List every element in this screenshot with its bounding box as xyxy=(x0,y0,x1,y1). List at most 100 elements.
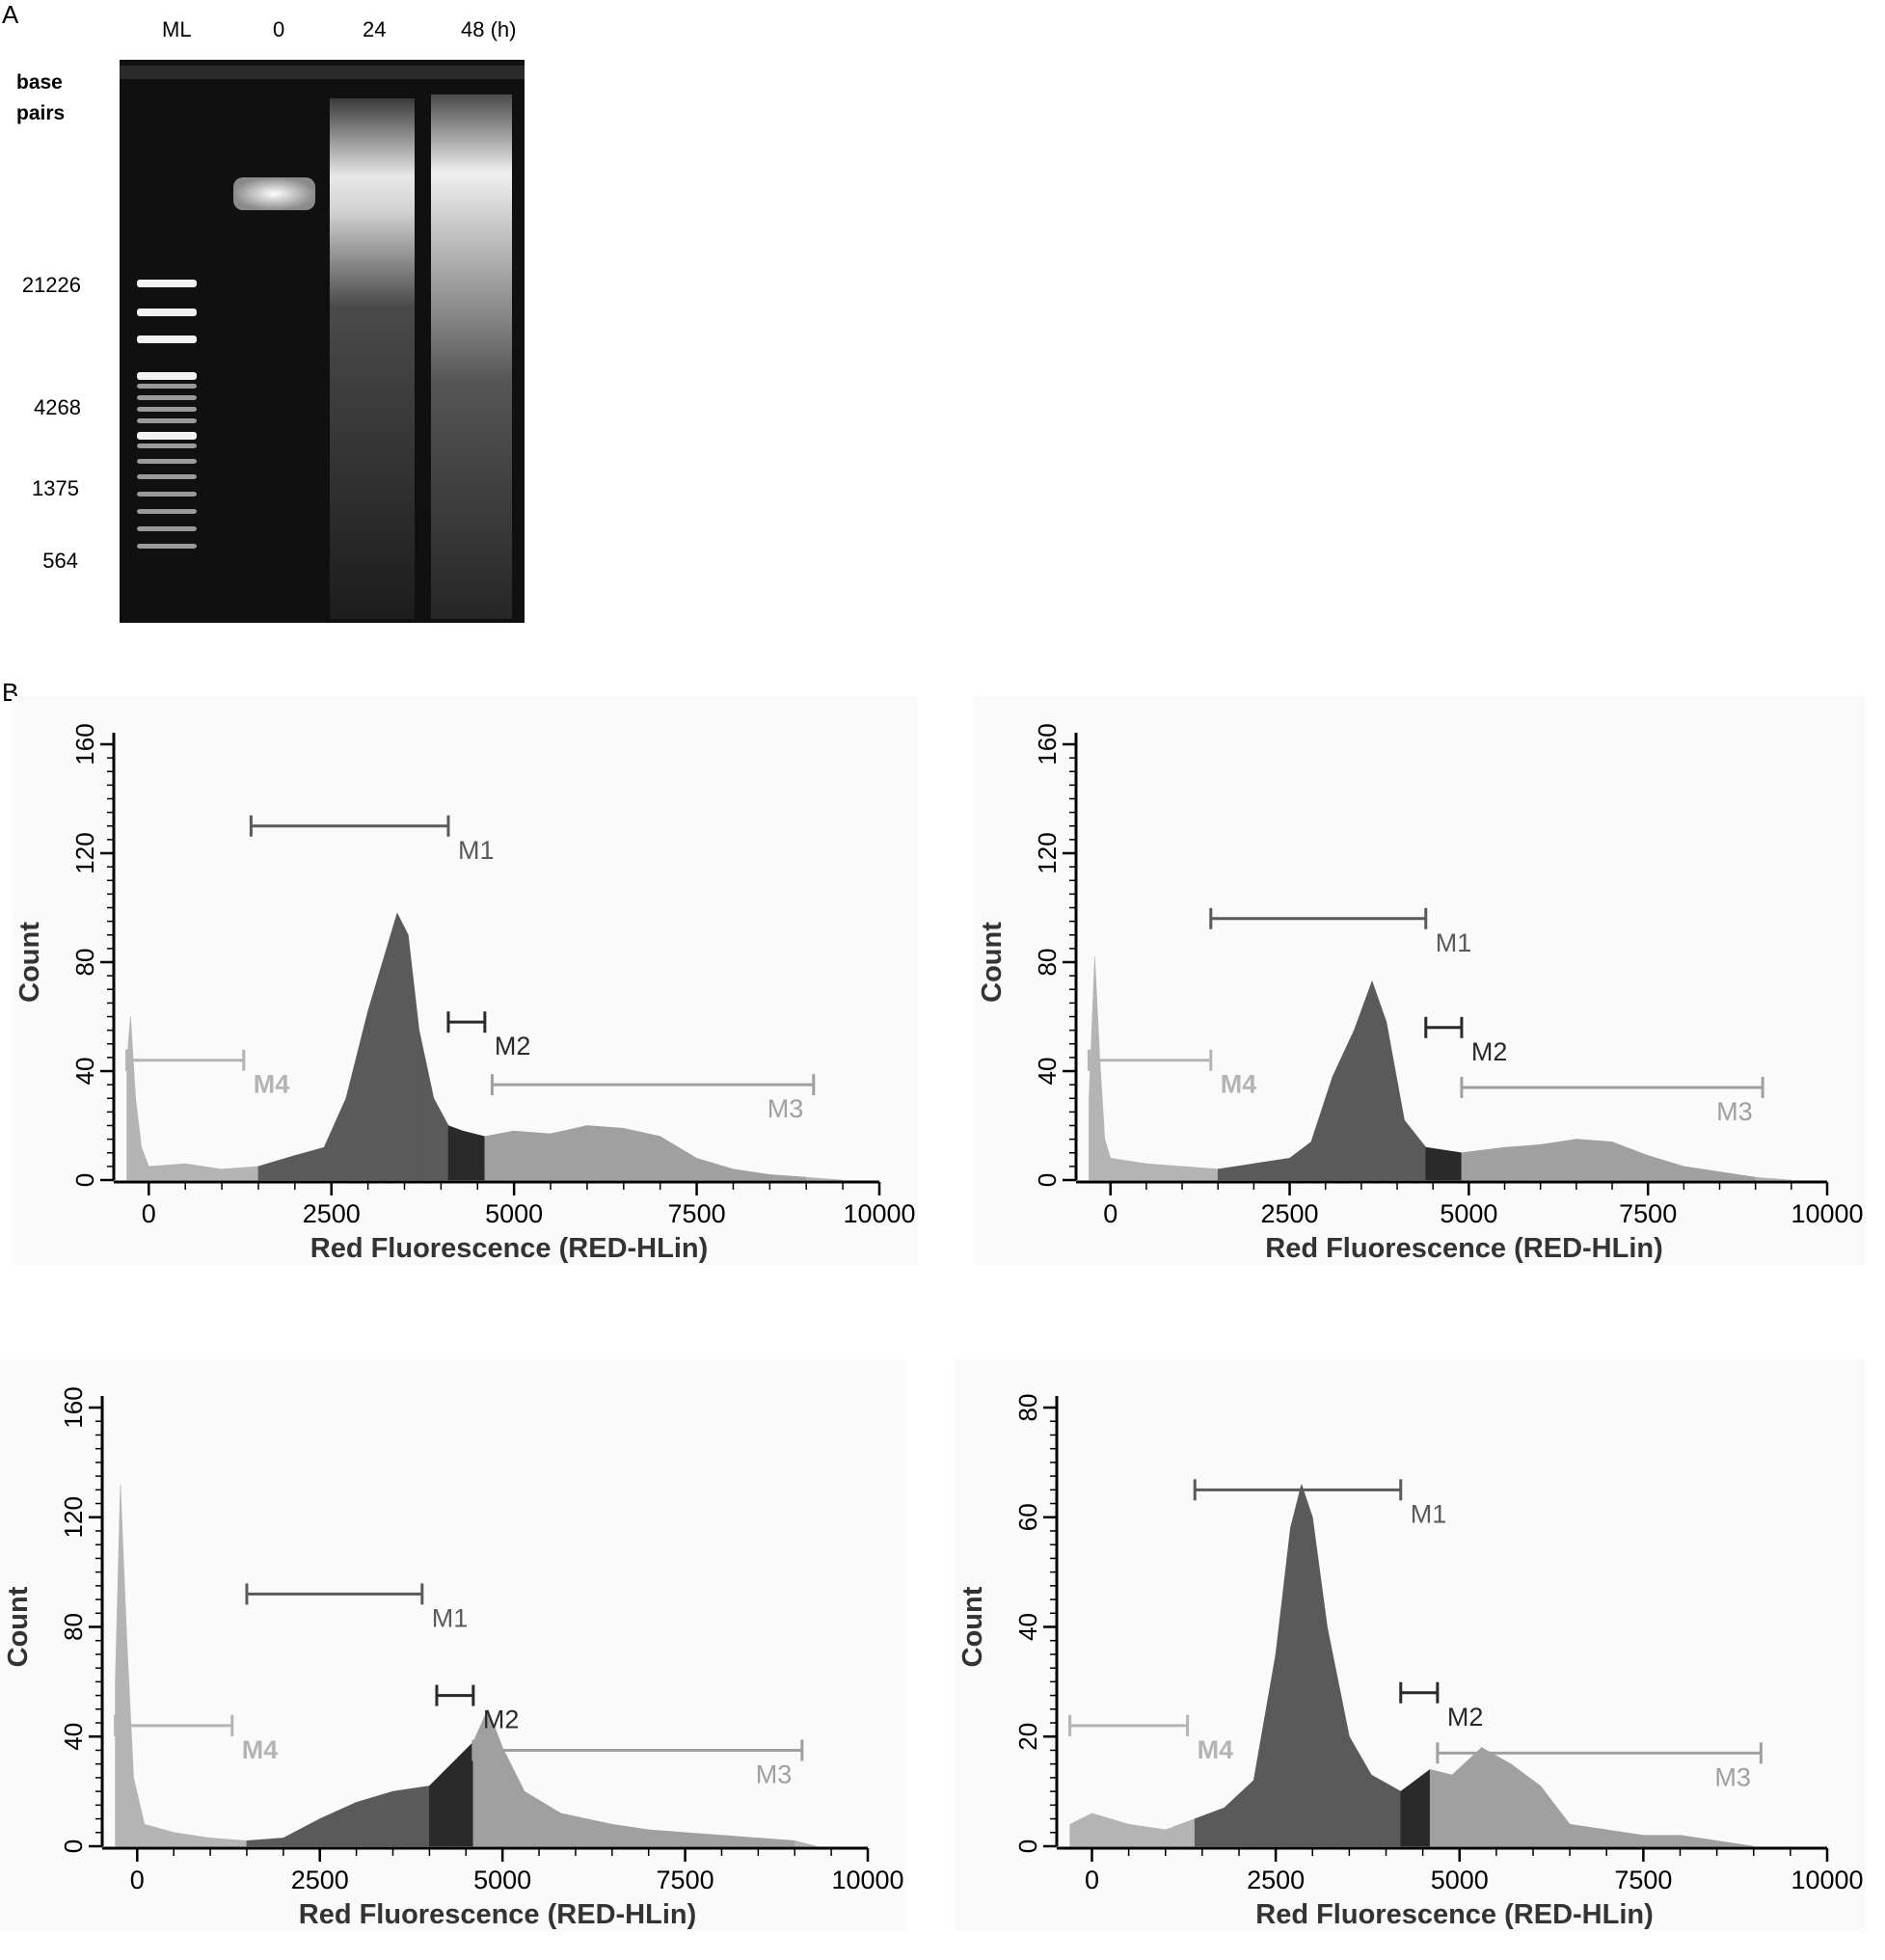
histogram-segment xyxy=(1145,1163,1183,1181)
x-tick-label: 10000 xyxy=(843,1199,915,1228)
gate-label: M2 xyxy=(483,1705,520,1734)
y-tick-label: 120 xyxy=(59,1496,88,1538)
histogram-segment xyxy=(1716,1839,1754,1847)
histogram-segment xyxy=(1425,1146,1463,1181)
ladder-band xyxy=(137,372,197,380)
ladder-band xyxy=(137,280,197,287)
marker-gate-m1: M1 xyxy=(1209,907,1471,957)
histogram-segment xyxy=(462,1130,486,1181)
histogram-segment xyxy=(1540,1139,1577,1181)
x-tick-label: 5000 xyxy=(1431,1866,1489,1894)
gel-image xyxy=(120,60,525,623)
x-tick-label: 5000 xyxy=(473,1866,531,1894)
histogram-segment xyxy=(1301,1484,1313,1847)
histogram-segment xyxy=(392,1785,430,1847)
y-tick-label: 40 xyxy=(1013,1613,1042,1641)
ladder-band xyxy=(137,395,197,400)
gate-label: M2 xyxy=(1471,1037,1508,1066)
lane-label-ml: ML xyxy=(162,17,192,41)
gel-panel: ML 0 24 48 (h) base pairs 21226 4268 137… xyxy=(0,0,540,636)
histogram-segment xyxy=(484,1130,515,1181)
marker-gate-m1: M1 xyxy=(1193,1479,1447,1528)
x-tick-label: 0 xyxy=(130,1866,145,1894)
x-tick-label: 2500 xyxy=(303,1199,361,1228)
x-tick-label: 10000 xyxy=(831,1866,903,1894)
bp-tick-21226: 21226 xyxy=(21,273,81,297)
y-axis-label: Count xyxy=(14,922,45,1003)
x-tick-label: 2500 xyxy=(291,1866,349,1894)
x-tick-label: 7500 xyxy=(1614,1866,1672,1894)
lane-0h-band xyxy=(233,177,315,210)
histogram-top-right: 0 40 80 120 160 0 2500 5000 7500 10000 Red Fluores… xyxy=(974,696,1885,1294)
x-tick-label: 5000 xyxy=(485,1199,543,1228)
y-tick-label: 120 xyxy=(1033,832,1062,873)
histogram-top-right-svg: 0 40 80 120 160 0 2500 5000 7500 10000 Red Fluores… xyxy=(974,696,1866,1265)
ladder-band xyxy=(137,336,197,343)
histogram-bottom-left-svg: 0 40 80 120 160 0 2500 5000 7500 10000 Red Fluores… xyxy=(0,1359,906,1931)
histogram-segment xyxy=(1481,1747,1512,1847)
histogram-segment xyxy=(1181,1166,1219,1181)
gate-label: M4 xyxy=(1198,1735,1234,1764)
x-tick-label: 2500 xyxy=(1247,1866,1305,1894)
ladder-band xyxy=(137,492,197,497)
y-tick-label: 0 xyxy=(70,1173,99,1187)
ladder-band xyxy=(137,509,197,514)
y-tick-label: 80 xyxy=(1033,949,1062,977)
marker-gate-m2: M2 xyxy=(1399,1681,1483,1732)
ladder-band xyxy=(137,384,197,389)
base-pairs-line1: base xyxy=(16,71,63,94)
gate-label: M3 xyxy=(1716,1097,1753,1126)
x-tick-label: 0 xyxy=(142,1199,156,1228)
x-tick-label: 5000 xyxy=(1440,1199,1497,1228)
y-tick-label: 80 xyxy=(70,949,99,977)
y-tick-label: 0 xyxy=(59,1839,88,1853)
histogram-segment xyxy=(1755,1176,1791,1181)
y-tick-label: 40 xyxy=(70,1058,99,1086)
histogram-segment xyxy=(805,1176,844,1181)
lane-24h-smear xyxy=(330,98,415,619)
marker-gate-m4: M4 xyxy=(1068,1714,1234,1764)
lane-48h-smear xyxy=(431,94,512,619)
x-tick-label: 2500 xyxy=(1261,1199,1319,1228)
gel-wells xyxy=(120,66,525,79)
marker-gate-m2: M2 xyxy=(446,1011,531,1061)
marker-gate-m3: M3 xyxy=(490,1074,816,1123)
gate-label: M1 xyxy=(432,1603,469,1632)
y-tick-label: 40 xyxy=(1033,1058,1062,1086)
histogram-segment xyxy=(623,1127,660,1181)
x-tick-label: 0 xyxy=(1103,1199,1118,1228)
y-tick-label: 160 xyxy=(1033,723,1062,765)
ladder-band xyxy=(137,544,197,549)
y-tick-label: 160 xyxy=(70,723,99,765)
x-axis-label: Red Fluorescence (RED-HLin) xyxy=(299,1899,697,1930)
marker-gate-m1: M1 xyxy=(245,1583,469,1632)
bp-tick-564: 564 xyxy=(42,549,78,573)
y-tick-label: 120 xyxy=(70,832,99,873)
x-tick-label: 7500 xyxy=(668,1199,726,1228)
x-tick-label: 7500 xyxy=(1619,1199,1677,1228)
bp-tick-1375: 1375 xyxy=(32,476,79,500)
ladder-band xyxy=(137,309,197,316)
x-tick-label: 0 xyxy=(1085,1866,1099,1894)
histogram-segment xyxy=(447,1125,464,1181)
gate-label: M1 xyxy=(1411,1499,1447,1528)
ladder-band xyxy=(137,418,197,423)
histogram-segment xyxy=(1461,1146,1505,1181)
gate-label: M3 xyxy=(1714,1762,1751,1791)
histogram-bottom-right: 0 20 40 60 80 0 2500 5000 7500 10000 Red Fluoresce… xyxy=(955,1359,1880,1957)
histogram-segment xyxy=(221,1166,259,1181)
y-tick-label: 0 xyxy=(1033,1173,1062,1187)
gate-label: M3 xyxy=(767,1094,804,1123)
marker-gate-m2: M2 xyxy=(1424,1016,1508,1066)
gate-label: M4 xyxy=(1221,1070,1257,1099)
histogram-segment xyxy=(550,1125,588,1181)
gate-label: M2 xyxy=(495,1032,531,1061)
y-tick-label: 0 xyxy=(1013,1839,1042,1853)
ladder-lane xyxy=(137,280,197,549)
ladder-band xyxy=(137,432,197,440)
x-tick-label: 7500 xyxy=(657,1866,714,1894)
gate-label: M4 xyxy=(242,1735,279,1764)
y-tick-label: 20 xyxy=(1013,1723,1042,1751)
ladder-band xyxy=(137,459,197,464)
lane-label-48h: 48 (h) xyxy=(461,17,517,41)
